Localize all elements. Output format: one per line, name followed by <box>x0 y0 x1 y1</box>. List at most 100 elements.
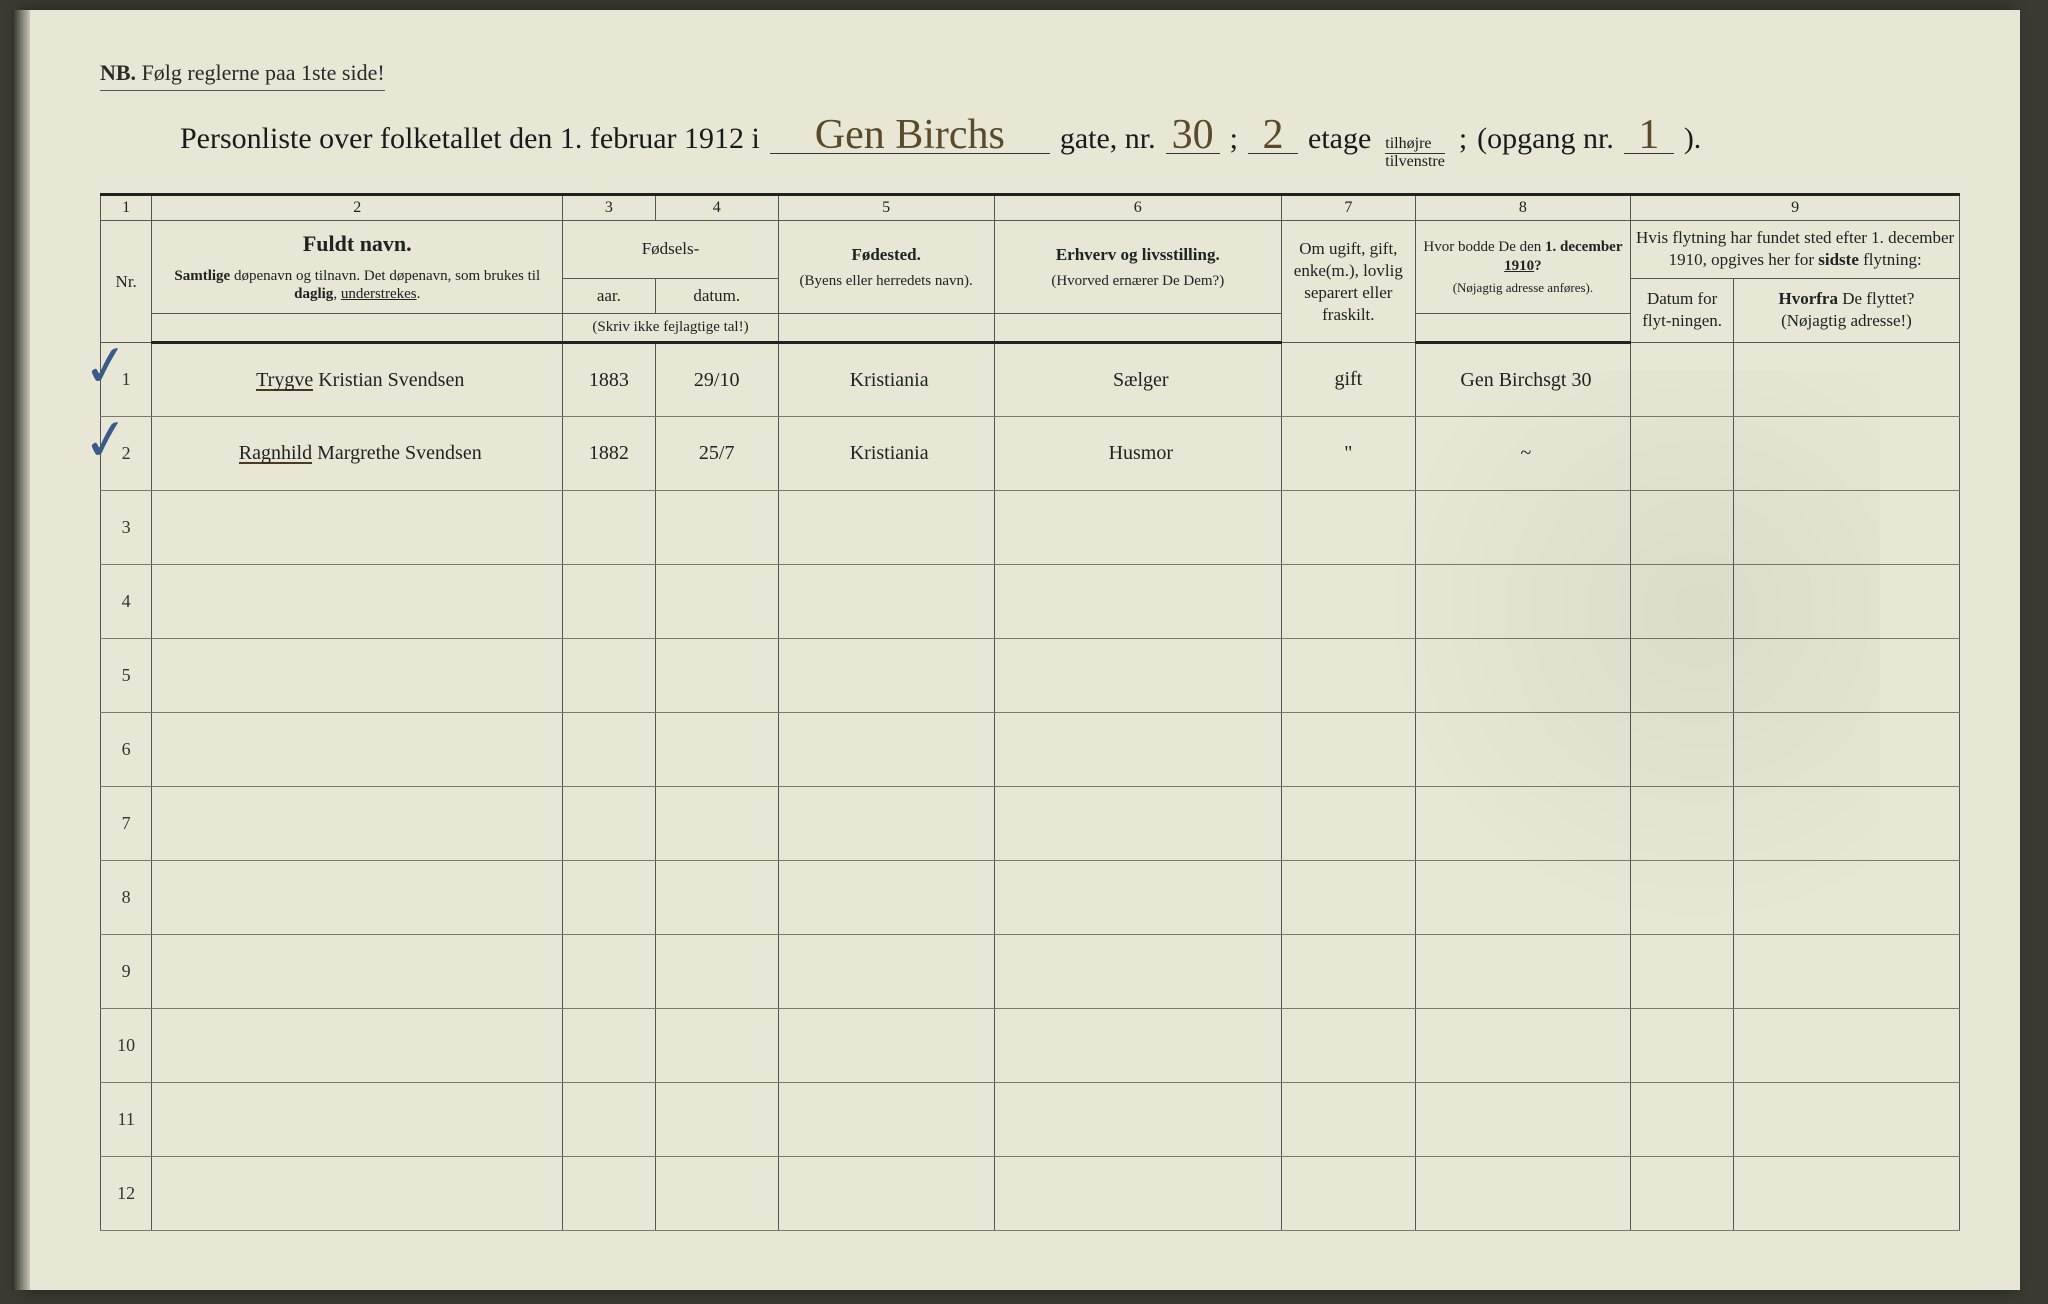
marital-status <box>1282 787 1416 861</box>
table-row: 8 <box>101 861 1960 935</box>
move-date <box>1631 343 1734 417</box>
birth-date <box>655 935 778 1009</box>
hdr-name-sub: Samtlige døpenavn og tilnavn. Det døpena… <box>156 267 558 305</box>
address-1910: ~ <box>1415 417 1631 491</box>
move-from <box>1733 713 1959 787</box>
row-number: 10 <box>101 1009 152 1083</box>
tilvenstre: tilvenstre <box>1385 154 1445 171</box>
hdr-nr: Nr. <box>101 221 152 343</box>
full-name <box>152 491 563 565</box>
birth-date <box>655 861 778 935</box>
hdr-move-top: Hvis flytning har fundet sted efter 1. d… <box>1631 221 1960 278</box>
etage-label: etage <box>1308 122 1371 156</box>
table-row: 3 <box>101 491 1960 565</box>
occupation <box>994 639 1282 713</box>
birth-date <box>655 713 778 787</box>
address-1910 <box>1415 935 1631 1009</box>
hdr-erhverv-t: Erhverv og livsstilling. <box>999 244 1278 266</box>
move-from <box>1733 639 1959 713</box>
birthplace <box>778 565 994 639</box>
birthplace <box>778 639 994 713</box>
row-number: 1✓ <box>101 343 152 417</box>
full-name <box>152 1009 563 1083</box>
row-number: 8 <box>101 861 152 935</box>
address-1910: Gen Birchsgt 30 <box>1415 343 1631 417</box>
table-row: 4 <box>101 565 1960 639</box>
semicolon2: ; <box>1459 122 1467 156</box>
birth-year <box>563 1009 655 1083</box>
gate-number: 30 <box>1166 119 1220 154</box>
hdr-name-title: Fuldt navn. <box>156 230 558 259</box>
title-close: ). <box>1684 122 1702 156</box>
full-name: Trygve Kristian Svendsen <box>152 343 563 417</box>
row-number: 2✓ <box>101 417 152 491</box>
occupation: Sælger <box>994 343 1282 417</box>
move-date <box>1631 639 1734 713</box>
move-date <box>1631 935 1734 1009</box>
marital-status <box>1282 861 1416 935</box>
full-name <box>152 1157 563 1231</box>
marital-status <box>1282 1157 1416 1231</box>
hdr-erhverv: Erhverv og livsstilling. (Hvorved ernære… <box>994 221 1282 313</box>
row-number: 4 <box>101 565 152 639</box>
census-table: 1 2 3 4 5 6 7 8 9 Nr. Fuldt navn. Samtli… <box>100 193 1960 1232</box>
address-1910 <box>1415 491 1631 565</box>
hdr-aar: aar. <box>563 278 655 313</box>
hdr-addr-t: Hvor bodde De den 1. december 1910? <box>1420 238 1627 276</box>
hdr-addr-spacer <box>1415 313 1631 343</box>
move-from <box>1733 935 1959 1009</box>
occupation <box>994 787 1282 861</box>
birth-year <box>563 565 655 639</box>
full-name <box>152 787 563 861</box>
row-number: 7 <box>101 787 152 861</box>
opgang-number: 1 <box>1624 119 1674 154</box>
birthplace: Kristiania <box>778 417 994 491</box>
birth-date <box>655 565 778 639</box>
birth-year <box>563 935 655 1009</box>
birth-year: 1882 <box>563 417 655 491</box>
census-form-page: NB. Følg reglerne paa 1ste side! Personl… <box>30 10 2020 1290</box>
hdr-addr-s: (Nøjagtig adresse anføres). <box>1420 280 1627 296</box>
nb-label: NB. <box>100 60 136 85</box>
move-from <box>1733 1009 1959 1083</box>
table-row: 2✓Ragnhild Margrethe Svendsen188225/7Kri… <box>101 417 1960 491</box>
marital-status <box>1282 639 1416 713</box>
full-name: Ragnhild Margrethe Svendsen <box>152 417 563 491</box>
birthplace <box>778 1009 994 1083</box>
birth-year <box>563 639 655 713</box>
hdr-fodsels: Fødsels- <box>563 221 779 278</box>
move-from <box>1733 565 1959 639</box>
birthplace <box>778 787 994 861</box>
header-sub-row-1: Nr. Fuldt navn. Samtlige døpenavn og til… <box>101 221 1960 278</box>
table-row: 11 <box>101 1083 1960 1157</box>
birth-date <box>655 1157 778 1231</box>
occupation <box>994 1083 1282 1157</box>
full-name <box>152 565 563 639</box>
title-row: Personliste over folketallet den 1. febr… <box>180 119 1960 171</box>
notice-text: Følg reglerne paa 1ste side! <box>142 60 385 85</box>
birth-date: 25/7 <box>655 417 778 491</box>
birth-year <box>563 861 655 935</box>
title-prefix: Personliste over folketallet den 1. febr… <box>180 122 760 156</box>
birth-date <box>655 491 778 565</box>
table-row: 6 <box>101 713 1960 787</box>
hdr-name-spacer <box>152 313 563 343</box>
move-date <box>1631 713 1734 787</box>
row-number: 5 <box>101 639 152 713</box>
hdr-datum: datum. <box>655 278 778 313</box>
birth-year <box>563 713 655 787</box>
move-date <box>1631 417 1734 491</box>
occupation <box>994 491 1282 565</box>
colnum-1: 1 <box>101 194 152 221</box>
birth-year <box>563 1083 655 1157</box>
move-date <box>1631 491 1734 565</box>
street-name-handwritten: Gen Birchs <box>770 119 1050 154</box>
move-from <box>1733 343 1959 417</box>
column-number-row: 1 2 3 4 5 6 7 8 9 <box>101 194 1960 221</box>
hdr-move-from: Hvorfra De flyttet?(Nøjagtig adresse!) <box>1733 278 1959 343</box>
birth-date <box>655 1083 778 1157</box>
address-1910 <box>1415 787 1631 861</box>
colnum-8: 8 <box>1415 194 1631 221</box>
birth-date <box>655 1009 778 1083</box>
table-row: 7 <box>101 787 1960 861</box>
